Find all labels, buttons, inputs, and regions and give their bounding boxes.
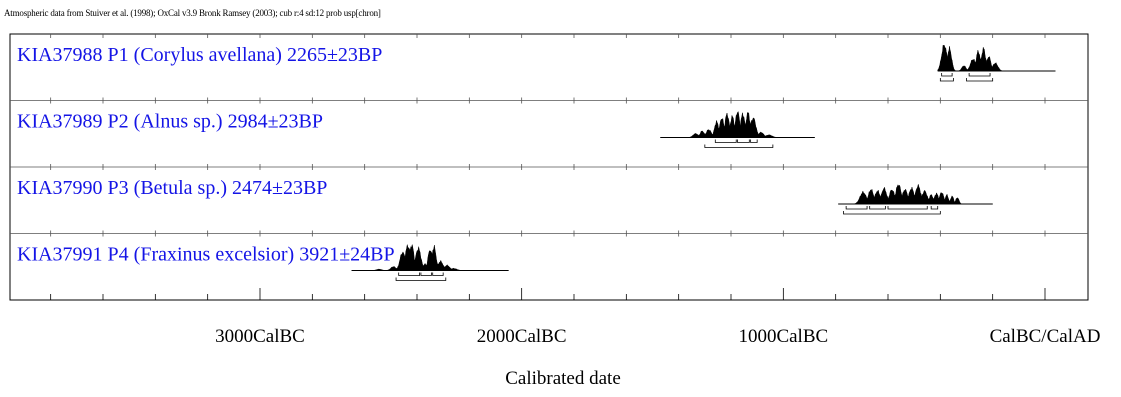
lab-code: KIA37990 <box>17 177 108 199</box>
range-bracket-2sigma <box>704 144 774 148</box>
x-tick-label: CalBC/CalAD <box>990 326 1101 347</box>
sample-label: KIA37991 P4 (Fraxinus excelsior) 3921±24… <box>17 244 395 266</box>
lab-code: KIA37991 <box>17 244 108 266</box>
lab-code: KIA37988 <box>17 44 108 66</box>
x-axis-title: Calibrated date <box>505 368 621 389</box>
range-bracket-1sigma <box>432 272 444 276</box>
range-bracket-1sigma <box>714 139 737 143</box>
range-bracket-1sigma <box>750 139 758 143</box>
range-bracket-2sigma <box>843 211 941 215</box>
x-tick-label: 3000CalBC <box>215 326 305 347</box>
sample-row: KIA37991 P4 (Fraxinus excelsior) 3921±24… <box>17 244 509 281</box>
x-tick-label: 1000CalBC <box>738 326 828 347</box>
sample-label: KIA37989 P2 (Alnus sp.) 2984±23BP <box>17 111 323 133</box>
radiocarbon-date: 2474±23BP <box>232 177 327 199</box>
range-bracket-1sigma <box>420 272 432 276</box>
range-bracket-2sigma <box>939 78 954 82</box>
radiocarbon-date: 2265±23BP <box>287 44 382 66</box>
probability-distribution <box>351 244 509 271</box>
x-axis-tick-labels: 3000CalBC 2000CalBC 1000CalBC CalBC/CalAD <box>215 326 1100 347</box>
sample-row: KIA37990 P3 (Betula sp.) 2474±23BP <box>17 177 993 215</box>
sample-label: KIA37990 P3 (Betula sp.) 2474±23BP <box>17 177 327 199</box>
range-bracket-1sigma <box>845 206 868 210</box>
range-bracket-1sigma <box>887 206 928 210</box>
x-tick-label: 2000CalBC <box>477 326 567 347</box>
sample-name: P3 (Betula sp.) <box>108 177 232 199</box>
sample-row: KIA37988 P1 (Corylus avellana) 2265±23BP <box>17 44 1056 82</box>
range-bracket-1sigma <box>869 206 886 210</box>
range-bracket-1sigma <box>968 73 991 77</box>
x-axis-ticks <box>50 34 1046 300</box>
sample-name: P2 (Alnus sp.) <box>108 111 228 133</box>
chart-header: Atmospheric data from Stuiver et al. (19… <box>4 8 381 18</box>
sample-name: P4 (Fraxinus excelsior) <box>108 244 300 266</box>
range-bracket-1sigma <box>737 139 750 143</box>
probability-distribution <box>660 110 815 138</box>
range-bracket-2sigma <box>966 78 994 82</box>
radiocarbon-date: 2984±23BP <box>228 111 323 133</box>
probability-distribution <box>838 184 993 205</box>
sample-rows: KIA37988 P1 (Corylus avellana) 2265±23BP… <box>10 44 1088 281</box>
lab-code: KIA37989 <box>17 111 108 133</box>
sample-name: P1 (Corylus avellana) <box>108 44 287 66</box>
range-bracket-2sigma <box>395 277 447 281</box>
range-bracket-1sigma <box>941 73 953 77</box>
range-bracket-1sigma <box>398 272 421 276</box>
range-bracket-1sigma <box>930 206 939 210</box>
radiocarbon-date: 3921±24BP <box>299 244 394 266</box>
sample-label: KIA37988 P1 (Corylus avellana) 2265±23BP <box>17 44 382 66</box>
sample-row: KIA37989 P2 (Alnus sp.) 2984±23BP <box>17 111 815 148</box>
probability-distribution <box>937 44 1056 72</box>
